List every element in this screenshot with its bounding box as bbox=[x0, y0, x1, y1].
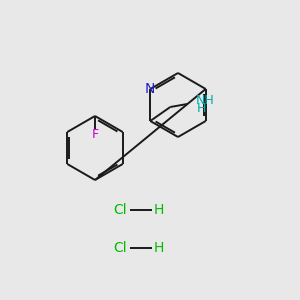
Text: Cl: Cl bbox=[113, 241, 127, 255]
Text: NH: NH bbox=[195, 94, 214, 107]
Text: H: H bbox=[196, 103, 206, 116]
Text: F: F bbox=[92, 128, 99, 140]
Text: H: H bbox=[154, 241, 164, 255]
Text: H: H bbox=[154, 203, 164, 217]
Text: Cl: Cl bbox=[113, 203, 127, 217]
Text: N: N bbox=[145, 82, 155, 96]
